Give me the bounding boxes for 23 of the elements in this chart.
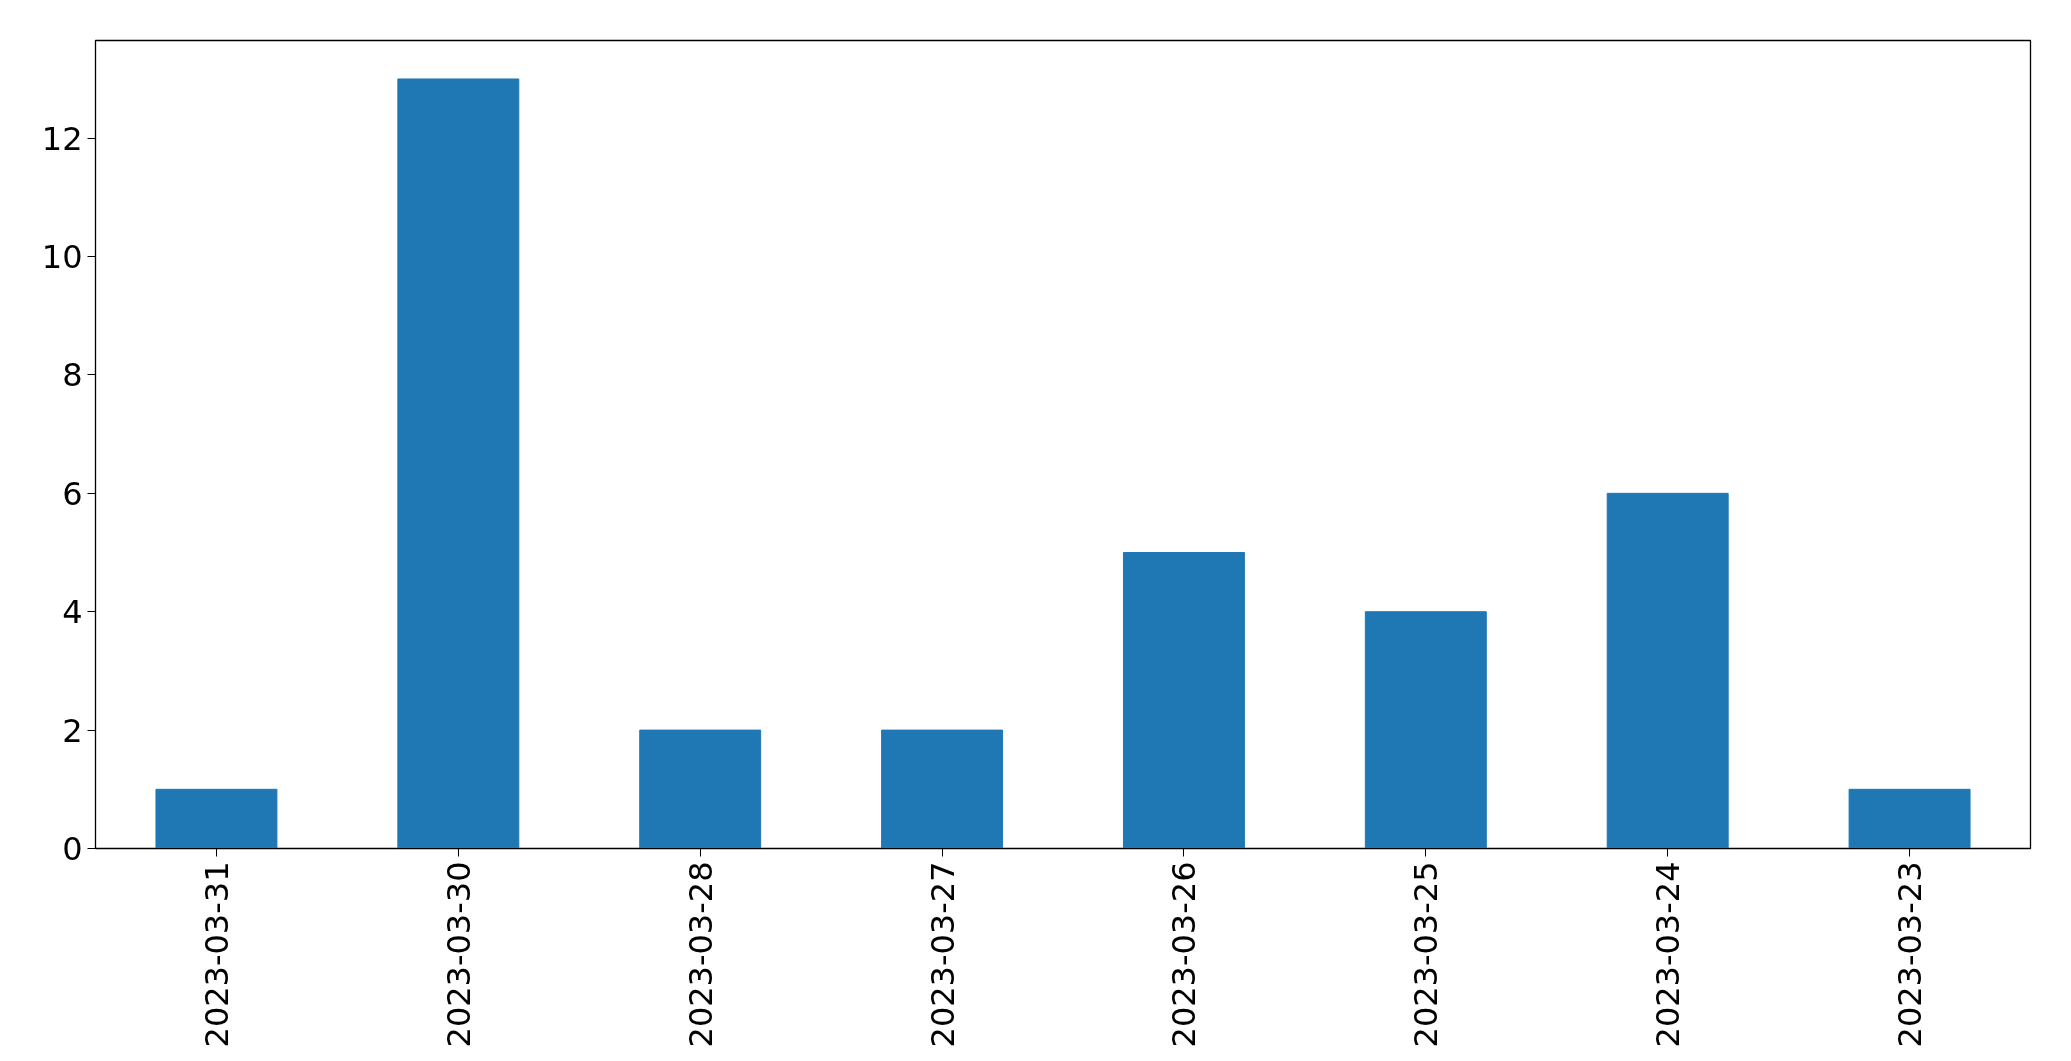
bar [1606,492,1729,849]
bar [639,729,762,849]
bar [155,788,278,849]
y-tick-label: 4 [62,593,83,632]
x-tick-label: 2023-03-30 [439,861,478,1048]
bar [1364,611,1487,849]
x-tick-label: 2023-03-25 [1407,861,1446,1048]
y-tick-label: 10 [41,238,83,277]
bar [881,729,1004,849]
bar [1122,552,1245,849]
bar [397,78,520,849]
y-tick-label: 12 [41,119,83,158]
y-tick-label: 6 [62,474,83,513]
x-tick-label: 2023-03-27 [923,861,962,1048]
x-tick-label: 2023-03-26 [1165,861,1204,1048]
x-tick-label: 2023-03-31 [197,861,236,1048]
y-tick-label: 0 [62,830,83,868]
x-tick-label: 2023-03-28 [681,861,720,1048]
y-tick-label: 2 [62,711,83,750]
x-tick-label: 2023-03-23 [1891,861,1930,1048]
y-tick-label: 8 [62,356,83,395]
bar [1848,788,1971,849]
x-tick-label: 2023-03-24 [1649,861,1688,1048]
